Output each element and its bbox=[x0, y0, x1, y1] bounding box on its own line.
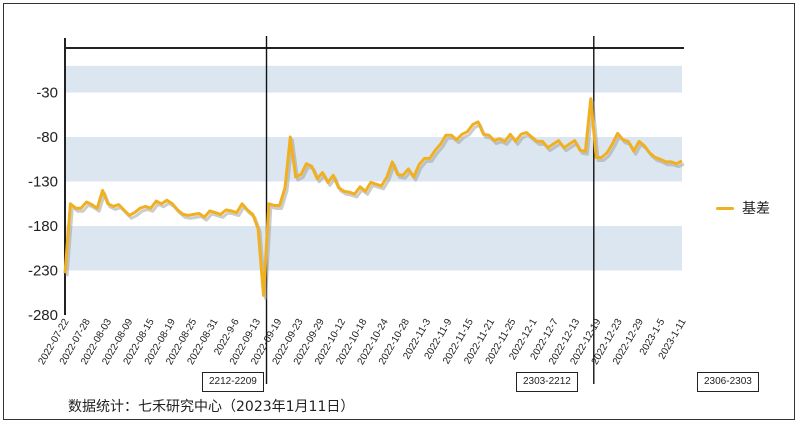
grid-band-2 bbox=[65, 226, 682, 271]
y-tick-label: -280 bbox=[28, 307, 58, 324]
legend-label: 基差 bbox=[742, 201, 770, 217]
series-line-basis bbox=[63, 97, 683, 297]
y-tick-label: -30 bbox=[36, 85, 58, 102]
chart-frame bbox=[3, 3, 795, 420]
contract-tag-2303-2212: 2303-2212 bbox=[516, 372, 578, 392]
grid-band-1 bbox=[65, 137, 682, 182]
source-note: 数据统计：七禾研究中心（2023年1月11日） bbox=[68, 399, 355, 415]
legend-swatch bbox=[716, 206, 734, 210]
contract-tag-2306-2303: 2306-2303 bbox=[697, 372, 759, 392]
y-tick-label: -130 bbox=[28, 174, 58, 191]
y-tick-label: -80 bbox=[36, 129, 58, 146]
grid-band-0 bbox=[65, 65, 682, 93]
contract-tag-2212-2209: 2212-2209 bbox=[202, 372, 264, 392]
y-tick-label: -180 bbox=[28, 218, 58, 235]
y-tick-label: -230 bbox=[28, 263, 58, 280]
legend: 基差 bbox=[716, 198, 770, 218]
